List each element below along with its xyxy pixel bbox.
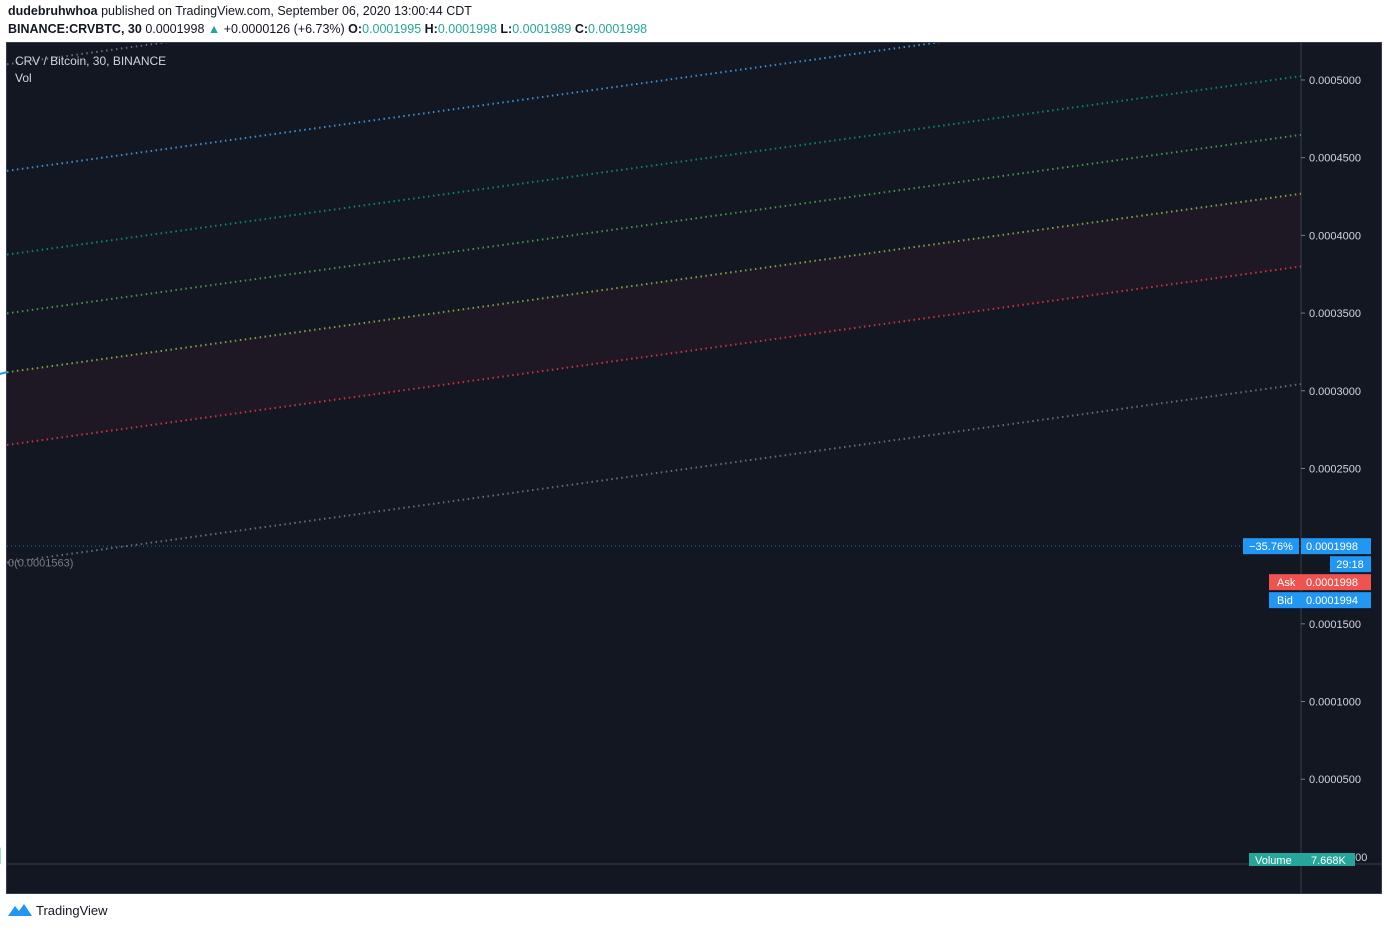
author-name[interactable]: dudebruhwhoa: [8, 4, 98, 18]
fib-band: [7, 193, 1301, 445]
publish-header: dudebruhwhoa published on TradingView.co…: [8, 4, 472, 18]
ask-value: 0.0001998: [1306, 577, 1358, 589]
close-value: 0.0001998: [588, 22, 648, 36]
chart-panel[interactable]: [6, 42, 1382, 894]
symbol: BINANCE:CRVBTC, 30: [8, 22, 142, 36]
last-pct-text: −35.76%: [1249, 541, 1293, 553]
open-label: O:: [348, 22, 363, 36]
countdown-text: 29:18: [1336, 559, 1364, 571]
y-tick-label: 0.0002500: [1309, 463, 1361, 475]
y-tick-label: 0.0000500: [1309, 774, 1361, 786]
volume-tag-value: 7.668K: [1311, 855, 1347, 867]
y-tick-label: 0.0003500: [1309, 308, 1361, 320]
high-value: 0.0001998: [437, 22, 497, 36]
price-line: [0, 371, 8, 375]
high-label: H:: [424, 22, 438, 36]
y-tick-label: 0.0003000: [1309, 386, 1361, 398]
ask-label: Ask: [1277, 577, 1296, 589]
volume-tag: [1249, 853, 1355, 866]
bid-value: 0.0001994: [1306, 595, 1358, 607]
fib-level-line[interactable]: [7, 0, 1301, 66]
tradingview-logo-icon: [8, 904, 32, 916]
last-price: 0.0001998: [145, 22, 205, 36]
fib-label: 0(0.0001563): [8, 557, 73, 569]
bid-tag: [1269, 592, 1371, 609]
change-up-icon: ▲: [207, 22, 221, 36]
close-label: C:: [574, 22, 589, 36]
footer-brand[interactable]: TradingView: [8, 902, 108, 918]
price-chart[interactable]: 1(0.0004770)0.786(0.0004084)0.618(0.0003…: [0, 0, 1388, 900]
last-price-text: 0.0001998: [1306, 541, 1358, 553]
y-tick-label: 0.0005000: [1309, 75, 1361, 87]
ohlc-header: BINANCE:CRVBTC, 30 0.0001998 ▲ +0.000012…: [8, 22, 647, 36]
change-value: +0.0000126 (+6.73%): [223, 22, 345, 36]
low-value: 0.0001989: [512, 22, 572, 36]
last-price-tag: [1301, 538, 1371, 555]
footer-brand-text: TradingView: [36, 902, 108, 918]
volume-legend: Vol: [15, 71, 32, 85]
last-pct-tag: [1243, 538, 1299, 555]
fib-group: [7, 0, 1301, 564]
volume-bar: [0, 847, 1, 864]
y-tick-label: 0.0001000: [1309, 697, 1361, 709]
y-tick-label: 0.0004000: [1309, 230, 1361, 242]
chart-legend-title: CRV / Bitcoin, 30, BINANCE: [15, 54, 167, 68]
published-text: published on TradingView.com, September …: [101, 4, 472, 18]
fib-level-line[interactable]: [7, 0, 1301, 172]
ask-tag: [1269, 574, 1371, 591]
open-value: 0.0001995: [362, 22, 422, 36]
volume-tag-label: Volume: [1255, 855, 1292, 867]
bid-label: Bid: [1277, 595, 1293, 607]
low-label: L:: [500, 22, 513, 36]
y-tick-label: 0.0001500: [1309, 619, 1361, 631]
countdown-tag: [1330, 556, 1371, 573]
y-tick-label: 0.0004500: [1309, 153, 1361, 165]
